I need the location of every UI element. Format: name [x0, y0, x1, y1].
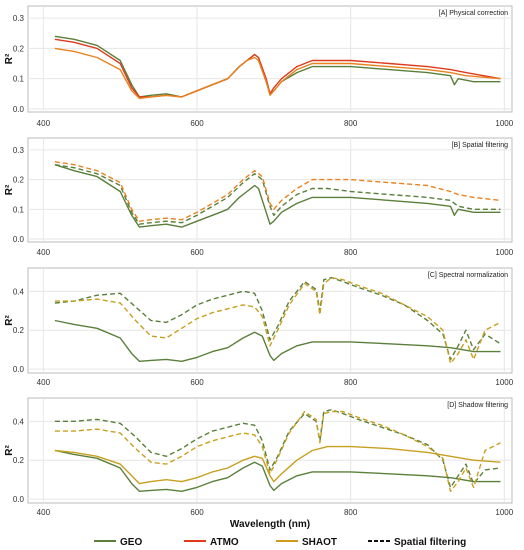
legend-item-atmo: ATMO	[184, 537, 239, 548]
y-axis-label: R²	[4, 315, 15, 326]
x-tick-label: 800	[344, 248, 358, 257]
y-tick-label: 0.0	[13, 365, 25, 374]
panel-title: [A] Physical correction	[439, 10, 508, 17]
x-tick-label: 400	[37, 119, 51, 128]
panel-1: 0.0 0.1 0.2 0.3 400 600 800 1000 [A] Physical co…	[4, 5, 514, 128]
legend-label: SHAOT	[302, 537, 337, 548]
y-tick-label: 0.3	[13, 14, 25, 23]
series-line-shaot-spatial	[54, 410, 501, 492]
series-line-atmo-spatial	[54, 161, 501, 222]
series-line-shaot-spatial	[54, 277, 501, 364]
series-line-geo	[54, 164, 501, 228]
y-tick-label: 0.2	[13, 326, 25, 335]
x-tick-label: 400	[37, 248, 51, 257]
panel-2: 0.0 0.1 0.2 0.3 400 600 800 1000 [B] Spatial fil…	[4, 137, 514, 257]
series-line-shaot	[54, 47, 501, 100]
legend-label: GEO	[120, 537, 142, 548]
legend-item-shaot: SHAOT	[276, 537, 337, 548]
x-tick-label: 1000	[495, 508, 513, 517]
x-tick-label: 400	[37, 378, 51, 387]
x-tick-label: 800	[344, 119, 358, 128]
legend-item-geo: GEO	[94, 537, 142, 548]
panel-frame	[27, 267, 513, 374]
y-axis-label: R²	[4, 53, 15, 64]
x-tick-label: 600	[190, 508, 204, 517]
panel-frame	[27, 137, 513, 243]
y-tick-label: 0.2	[13, 456, 25, 465]
legend-label: Spatial filtering	[394, 537, 466, 548]
y-tick-label: 0.2	[13, 44, 25, 53]
panel-frame	[27, 397, 513, 504]
x-tick-label: 600	[190, 248, 204, 257]
series-line-geo-spatial	[54, 409, 501, 489]
legend-label: ATMO	[210, 537, 239, 548]
y-tick-label: 0.3	[13, 146, 25, 155]
x-tick-label: 400	[37, 508, 51, 517]
legend: GEO ATMO SHAOT Spatial filtering	[94, 537, 466, 548]
x-tick-label: 800	[344, 508, 358, 517]
y-tick-label: 0.0	[13, 495, 25, 504]
y-tick-label: 0.0	[13, 105, 25, 114]
x-tick-label: 600	[190, 378, 204, 387]
x-tick-label: 1000	[495, 119, 513, 128]
y-tick-label: 0.4	[13, 287, 25, 296]
x-tick-label: 600	[190, 119, 204, 128]
panel-title: [D] Shadow filtering	[447, 402, 508, 409]
y-tick-label: 0.4	[13, 417, 25, 426]
series-line-shaot	[54, 445, 501, 485]
y-tick-label: 0.2	[13, 176, 25, 185]
x-tick-label: 800	[344, 378, 358, 387]
x-tick-label: 1000	[495, 248, 513, 257]
y-tick-label: 0.1	[13, 75, 25, 84]
panel-3: 0.0 0.2 0.4 400 600 800 1000 [C] Spectral norma…	[4, 267, 514, 387]
x-axis-label: Wavelength (nm)	[230, 519, 310, 530]
panel-4: 0.0 0.2 0.4 400 600 800 1000 [D] Shadow filteri…	[4, 397, 514, 517]
series-line-atmo	[54, 38, 501, 98]
series-line-geo	[54, 319, 501, 362]
y-tick-label: 0.1	[13, 205, 25, 214]
series-line-geo-spatial	[54, 277, 501, 361]
y-axis-label: R²	[4, 184, 15, 195]
y-tick-label: 0.0	[13, 235, 25, 244]
y-axis-label: R²	[4, 445, 15, 456]
panel-title: [B] Spatial filtering	[452, 142, 509, 149]
series-line-geo	[54, 449, 501, 492]
x-tick-label: 1000	[495, 378, 513, 387]
legend-item-spatial-filtering: Spatial filtering	[368, 537, 466, 548]
panel-title: [C] Spectral normalization	[428, 272, 508, 279]
series-line-geo-spatial	[54, 164, 501, 225]
